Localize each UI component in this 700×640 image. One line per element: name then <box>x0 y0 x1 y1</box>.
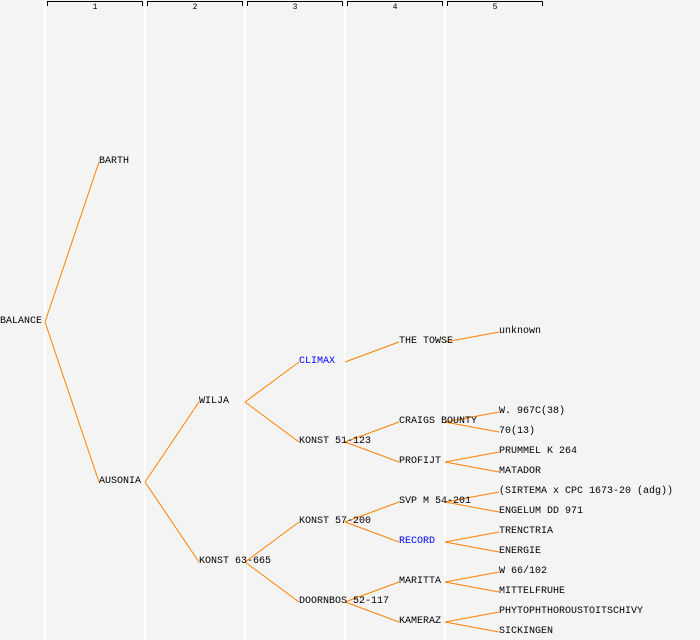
pedigree-edge <box>244 521 300 563</box>
pedigree-edge <box>444 581 500 593</box>
pedigree-node: KONST 57-200 <box>299 516 372 527</box>
generation-label: 5 <box>492 3 498 12</box>
pedigree-edge <box>444 451 500 463</box>
column-divider <box>244 0 246 640</box>
pedigree-edge <box>244 561 300 603</box>
pedigree-node: BARTH <box>99 156 130 167</box>
generation-label: 1 <box>92 3 98 12</box>
pedigree-node-link[interactable]: CLIMAX <box>299 356 336 367</box>
pedigree-edge <box>444 611 500 623</box>
pedigree-edge <box>444 531 500 543</box>
pedigree-edge <box>344 501 400 523</box>
pedigree-node: unknown <box>499 326 542 337</box>
column-divider <box>144 0 146 640</box>
column-divider <box>344 0 346 640</box>
column-divider <box>44 0 46 640</box>
pedigree-node: ENERGIE <box>499 546 542 557</box>
generation-bracket <box>247 1 343 6</box>
pedigree-edge <box>344 601 400 623</box>
pedigree-edge <box>244 401 300 443</box>
generation-bracket <box>47 1 143 6</box>
pedigree-node: MARITTA <box>399 576 442 587</box>
pedigree-edge <box>344 581 400 603</box>
pedigree-node: ENGELUM DD 971 <box>499 506 584 517</box>
pedigree-node: PHYTOPHTHOROUSTOITSCHIVY <box>499 606 644 617</box>
generation-label: 2 <box>192 3 198 12</box>
generation-bracket <box>447 1 543 6</box>
pedigree-node: (SIRTEMA x CPC 1673-20 (adg)) <box>499 486 674 497</box>
pedigree-node: KONST 63-665 <box>199 556 272 567</box>
pedigree-node: KONST 51-123 <box>299 436 372 447</box>
pedigree-node: TRENCTRIA <box>499 526 554 537</box>
pedigree-edge <box>444 621 500 633</box>
generation-label: 4 <box>392 3 398 12</box>
pedigree-node: AUSONIA <box>99 476 142 487</box>
pedigree-node: PRUMMEL K 264 <box>499 446 578 457</box>
pedigree-edge <box>344 441 400 463</box>
pedigree-edge <box>444 501 500 513</box>
pedigree-node: W 66/102 <box>499 566 548 577</box>
generation-bracket <box>147 1 243 6</box>
pedigree-edge <box>444 571 500 583</box>
pedigree-node: DOORNBOS 52-117 <box>299 596 390 607</box>
pedigree-node: THE TOWSE <box>399 336 454 347</box>
pedigree-node: MITTELFRUHE <box>499 586 566 597</box>
pedigree-node: WILJA <box>199 396 230 407</box>
pedigree-node: KAMERAZ <box>399 616 442 627</box>
pedigree-node: PROFIJT <box>399 456 442 467</box>
pedigree-node: 70(13) <box>499 426 536 437</box>
pedigree-node: SVP M 54-201 <box>399 496 472 507</box>
pedigree-edge <box>144 481 200 563</box>
pedigree-edge <box>444 541 500 553</box>
pedigree-edge <box>144 401 200 483</box>
pedigree-edge <box>444 461 500 473</box>
pedigree-node-link[interactable]: RECORD <box>399 536 436 547</box>
generation-label: 3 <box>292 3 298 12</box>
pedigree-node: MATADOR <box>499 466 542 477</box>
pedigree-edge <box>44 161 100 323</box>
generation-bracket <box>347 1 443 6</box>
pedigree-edge <box>344 421 400 443</box>
pedigree-edge <box>444 491 500 503</box>
pedigree-edge <box>444 421 500 433</box>
pedigree-edge <box>44 321 100 483</box>
pedigree-edge <box>344 341 400 363</box>
pedigree-edge <box>344 521 400 543</box>
pedigree-node: W. 967C(38) <box>499 406 566 417</box>
pedigree-node: BALANCE <box>0 316 43 327</box>
pedigree-edge <box>444 411 500 423</box>
pedigree-node: CRAIGS BOUNTY <box>399 416 478 427</box>
column-divider <box>444 0 446 640</box>
pedigree-edge <box>244 361 300 403</box>
pedigree-edge <box>444 331 500 343</box>
pedigree-node: SICKINGEN <box>499 626 554 637</box>
